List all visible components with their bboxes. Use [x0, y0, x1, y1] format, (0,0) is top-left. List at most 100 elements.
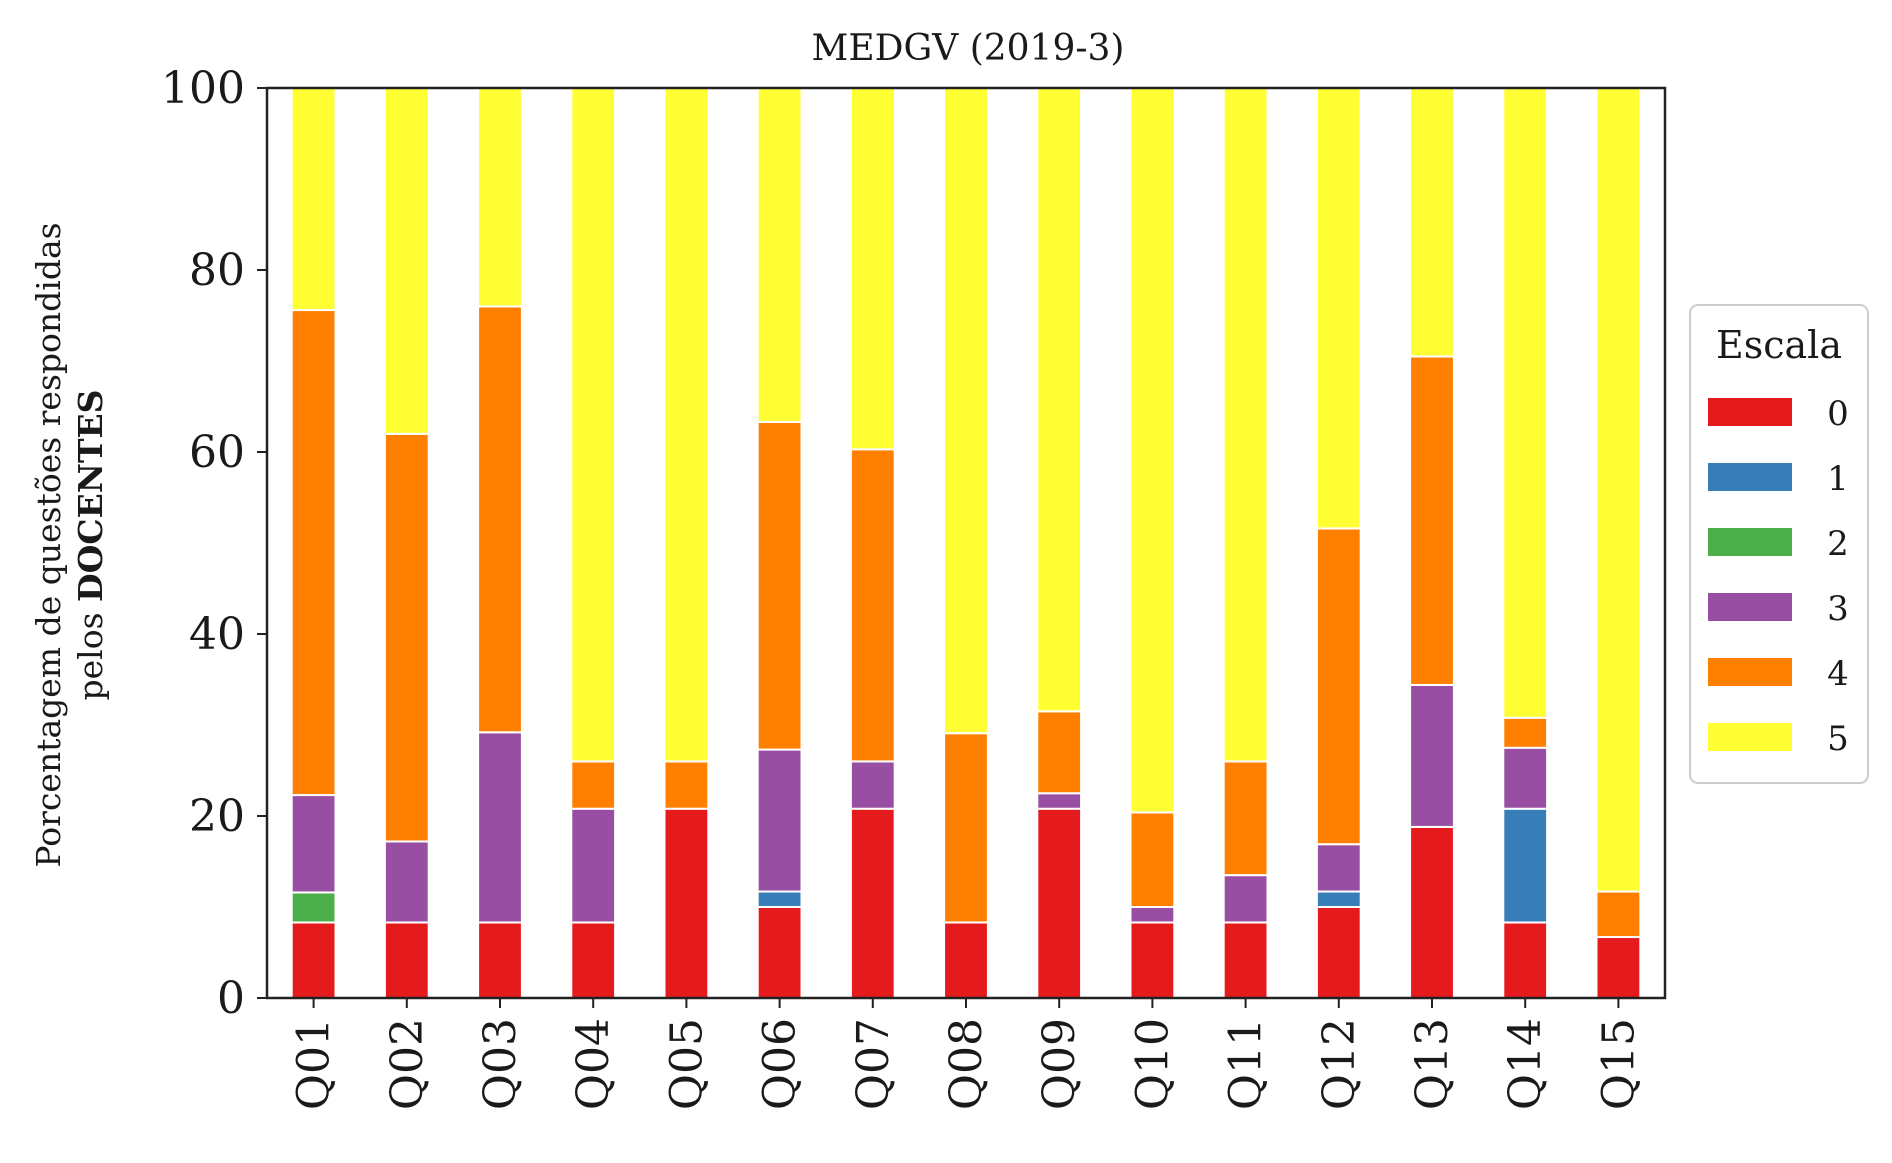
bar-segment-q08-scale-4: [943, 732, 989, 924]
bar-segment-q11-scale-5: [1222, 87, 1269, 763]
y-tick-label: 0: [217, 973, 245, 1024]
bar-segment-q02-scale-4: [383, 432, 430, 843]
x-tick-label: Q01: [289, 1018, 340, 1110]
x-tick-label: Q03: [475, 1018, 526, 1110]
x-axis: Q01 Q02 Q03 Q04 Q05 Q06 Q07 Q08 Q09 Q10 Q11 Q12 Q13 Q…: [289, 998, 1644, 1110]
y-axis: 0 20 40 60 80 100: [161, 63, 267, 1024]
chart-title: MEDGV (2019-3): [812, 28, 1125, 69]
legend-swatch-1: [1708, 463, 1792, 491]
bar-segment-q01-scale-0: [290, 921, 337, 999]
bar-segment-q11-scale-3: [1222, 874, 1269, 924]
bar-segment-q01-scale-3: [290, 794, 337, 894]
x-tick-label: Q13: [1407, 1018, 1458, 1110]
bar-segment-q04-scale-5: [570, 87, 617, 763]
bar-segment-q01-scale-4: [290, 309, 337, 797]
bars-layer: [290, 87, 1642, 1000]
bar-segment-q03-scale-3: [477, 731, 523, 924]
bar-segment-q09-scale-3: [1036, 792, 1083, 810]
bar-segment-q08-scale-5: [943, 87, 989, 735]
bar-segment-q01-scale-2: [290, 891, 337, 924]
legend-swatch-4: [1708, 658, 1792, 686]
bar-segment-q10-scale-5: [1129, 87, 1176, 814]
y-tick-label: 80: [189, 245, 245, 296]
bar-segment-q04-scale-3: [570, 807, 617, 924]
bar-segment-q10-scale-4: [1129, 811, 1176, 908]
bar-segment-q02-scale-0: [383, 921, 430, 999]
legend-label-4: 4: [1827, 654, 1849, 694]
bar-segment-q03-scale-5: [477, 87, 523, 308]
bar-segment-q14-scale-1: [1502, 807, 1549, 924]
bar-segment-q15-scale-5: [1595, 87, 1642, 893]
bar-segment-q05-scale-0: [663, 807, 710, 999]
x-tick-label: Q08: [941, 1018, 992, 1110]
bar-segment-q14-scale-5: [1502, 87, 1549, 719]
x-tick-label: Q10: [1127, 1018, 1178, 1110]
bar-segment-q02-scale-5: [383, 87, 430, 435]
bar-segment-q09-scale-4: [1036, 710, 1083, 795]
bar-segment-q03-scale-4: [477, 305, 523, 734]
bar-segment-q09-scale-0: [1036, 807, 1083, 999]
bar-segment-q04-scale-4: [570, 760, 617, 810]
bar-segment-q13-scale-5: [1409, 87, 1455, 358]
bar-segment-q09-scale-5: [1036, 87, 1083, 713]
y-axis-label-bold: DOCENTES: [71, 389, 110, 602]
bar-segment-q02-scale-3: [383, 840, 430, 924]
x-tick-label: Q05: [661, 1018, 712, 1110]
legend-items: 0 1 2 3 4 5: [1708, 394, 1849, 759]
bar-segment-q14-scale-3: [1502, 746, 1549, 810]
bar-segment-q12-scale-1: [1315, 890, 1362, 909]
legend: Escala 0 1 2 3 4 5: [1689, 304, 1869, 784]
bar-segment-q01-scale-5: [290, 87, 337, 312]
bar-segment-q08-scale-0: [943, 921, 989, 999]
bar-segment-q11-scale-0: [1222, 921, 1269, 999]
bar-segment-q07-scale-0: [849, 807, 896, 999]
bar-segment-q06-scale-0: [756, 906, 803, 999]
bar-segment-q07-scale-3: [849, 760, 896, 810]
legend-label-5: 5: [1827, 719, 1849, 759]
bar-segment-q03-scale-0: [477, 921, 523, 999]
x-tick-label: Q06: [755, 1018, 806, 1110]
bar-segment-q13-scale-0: [1409, 825, 1455, 999]
bar-segment-q15-scale-0: [1595, 936, 1642, 1000]
bar-segment-q06-scale-1: [756, 890, 803, 909]
y-tick-label: 20: [189, 791, 245, 842]
y-axis-label-line1: Porcentagem de questões respondidas: [29, 222, 68, 867]
bar-segment-q12-scale-0: [1315, 906, 1362, 999]
x-tick-label: Q14: [1500, 1018, 1551, 1110]
bar-segment-q14-scale-0: [1502, 921, 1549, 999]
bar-segment-q06-scale-3: [756, 748, 803, 893]
bar-segment-q11-scale-4: [1222, 760, 1269, 877]
legend-label-1: 1: [1827, 459, 1849, 499]
bar-segment-q12-scale-4: [1315, 527, 1362, 846]
bar-segment-q05-scale-4: [663, 760, 710, 810]
bar-segment-q13-scale-4: [1409, 355, 1455, 686]
bar-segment-q13-scale-3: [1409, 683, 1455, 828]
legend-swatch-0: [1708, 398, 1792, 426]
x-tick-label: Q15: [1593, 1018, 1644, 1110]
bar-segment-q07-scale-5: [849, 87, 896, 451]
y-axis-label: Porcentagem de questões respondidas pelo…: [29, 222, 110, 867]
bar-segment-q07-scale-4: [849, 448, 896, 763]
x-tick-label: Q04: [568, 1018, 619, 1110]
plot-frame: [265, 86, 1667, 1000]
x-tick-label: Q02: [382, 1018, 433, 1110]
legend-swatch-5: [1708, 723, 1792, 751]
bar-segment-q04-scale-0: [570, 921, 617, 999]
bar-segment-q15-scale-4: [1595, 890, 1642, 939]
bar-segment-q12-scale-5: [1315, 87, 1362, 530]
y-tick-label: 100: [161, 63, 245, 114]
y-tick-label: 40: [189, 609, 245, 660]
bar-segment-q10-scale-3: [1129, 906, 1176, 924]
legend-swatch-3: [1708, 593, 1792, 621]
bar-segment-q14-scale-4: [1502, 716, 1549, 749]
y-axis-label-prefix: pelos: [71, 602, 110, 701]
y-axis-label-line2: pelos DOCENTES: [71, 389, 110, 700]
bar-segment-q10-scale-0: [1129, 921, 1176, 999]
x-tick-label: Q11: [1221, 1018, 1272, 1110]
x-tick-label: Q12: [1314, 1018, 1365, 1110]
x-tick-label: Q07: [848, 1018, 899, 1110]
legend-label-0: 0: [1827, 394, 1849, 434]
y-tick-label: 60: [189, 427, 245, 478]
